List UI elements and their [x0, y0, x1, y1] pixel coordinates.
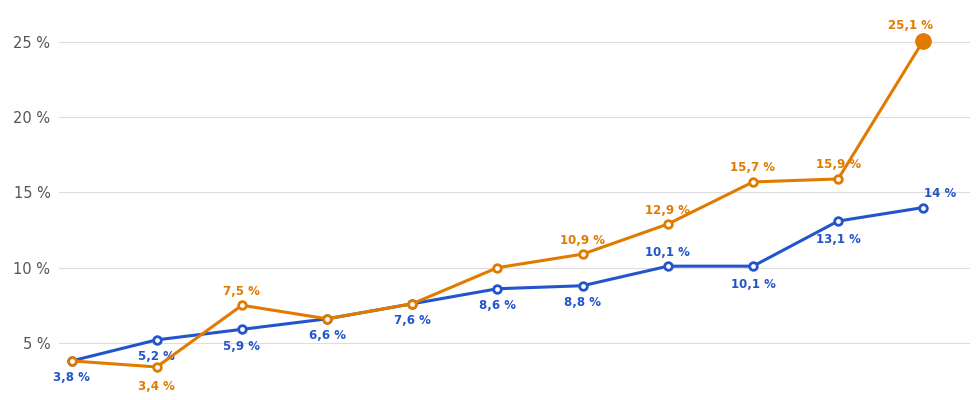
Text: 15,7 %: 15,7 %: [730, 162, 775, 174]
Text: 10,9 %: 10,9 %: [561, 234, 605, 247]
Text: 10,1 %: 10,1 %: [646, 246, 690, 259]
Text: 7,5 %: 7,5 %: [223, 285, 261, 298]
Text: 25,1 %: 25,1 %: [888, 18, 933, 32]
Text: 3,4 %: 3,4 %: [138, 380, 175, 394]
Text: 12,9 %: 12,9 %: [645, 204, 690, 216]
Text: 8,6 %: 8,6 %: [479, 299, 515, 312]
Text: 8,8 %: 8,8 %: [564, 296, 601, 309]
Text: 5,9 %: 5,9 %: [223, 340, 261, 353]
Text: 5,2 %: 5,2 %: [138, 350, 175, 363]
Text: 14 %: 14 %: [924, 187, 956, 200]
Text: 13,1 %: 13,1 %: [815, 233, 860, 246]
Text: 3,8 %: 3,8 %: [53, 372, 90, 384]
Text: 15,9 %: 15,9 %: [815, 158, 860, 172]
Text: 6,6 %: 6,6 %: [309, 329, 346, 342]
Text: 10,1 %: 10,1 %: [730, 278, 775, 291]
Text: 7,6 %: 7,6 %: [394, 314, 431, 327]
